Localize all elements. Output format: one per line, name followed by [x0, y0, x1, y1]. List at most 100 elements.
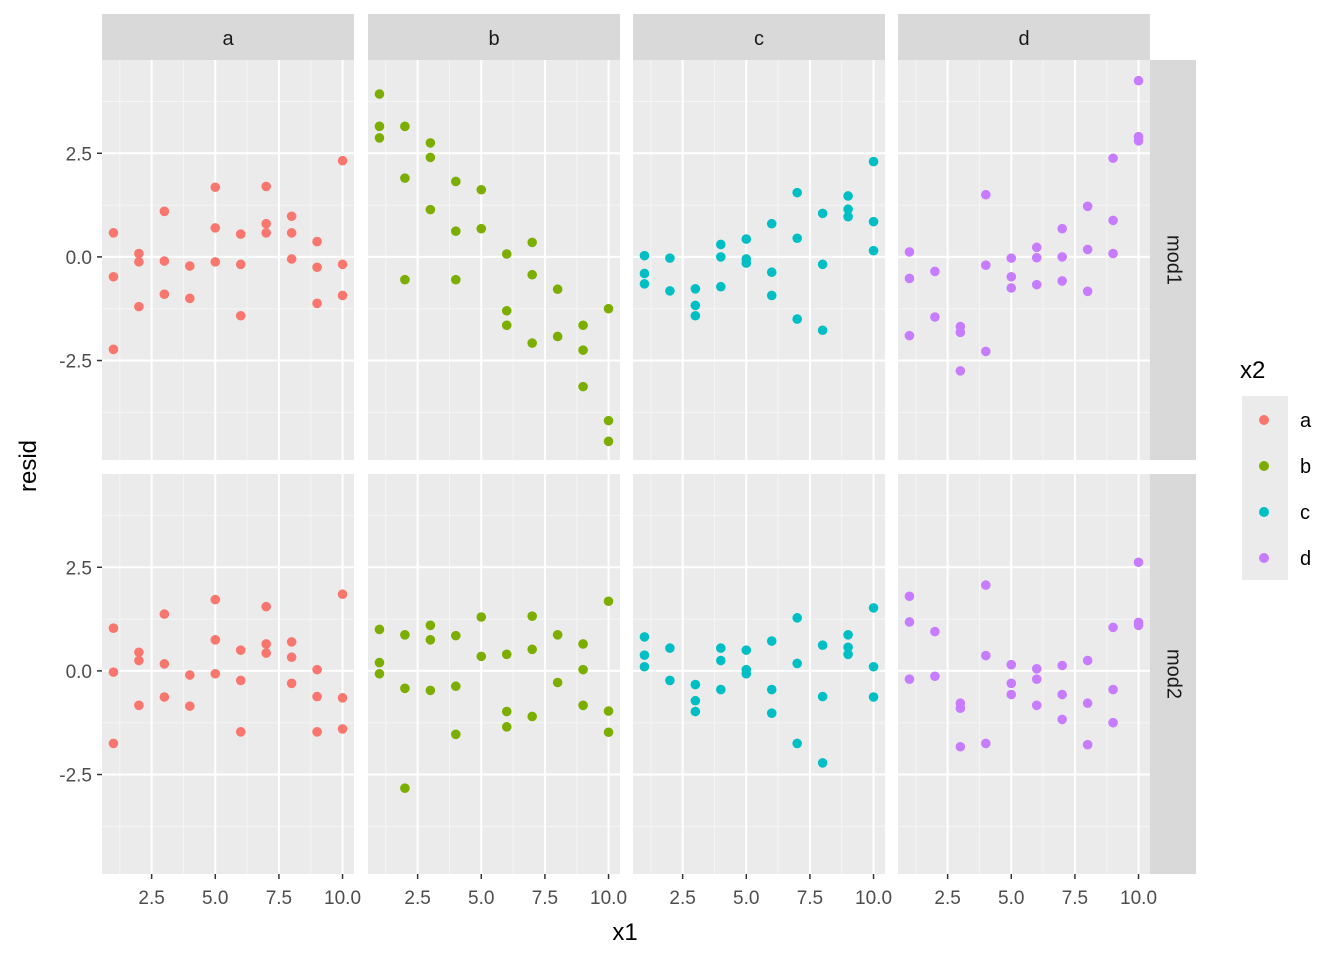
- x-tick-label: 2.5: [138, 888, 164, 909]
- data-point: [868, 156, 879, 167]
- legend-label-c: c: [1300, 502, 1310, 524]
- data-point: [261, 648, 271, 658]
- data-point: [286, 637, 297, 647]
- data-point: [981, 738, 991, 749]
- data-point: [400, 274, 410, 285]
- panel-background: [633, 474, 885, 874]
- data-point: [955, 366, 966, 376]
- data-point: [501, 649, 512, 660]
- data-point: [955, 703, 966, 713]
- data-point: [312, 262, 322, 273]
- data-point: [312, 727, 322, 737]
- data-point: [603, 415, 614, 426]
- panel-mod2-d: [898, 474, 1150, 874]
- data-point: [108, 623, 119, 633]
- data-point: [400, 173, 410, 183]
- data-point: [639, 632, 650, 642]
- legend-title: x2: [1240, 357, 1265, 384]
- data-point: [639, 268, 650, 279]
- panel-background: [368, 60, 620, 460]
- data-point: [981, 580, 991, 590]
- data-point: [134, 257, 144, 267]
- data-point: [817, 640, 828, 650]
- strip-label-d: d: [1018, 28, 1029, 50]
- data-point: [792, 613, 802, 623]
- data-point: [904, 591, 915, 602]
- panel-background: [633, 60, 885, 460]
- x-tick-label: 7.5: [266, 888, 292, 909]
- panels-layer: a b c d mod1 mod2: [102, 14, 1196, 874]
- data-point: [1031, 674, 1042, 684]
- data-point: [1057, 689, 1067, 700]
- data-point: [578, 320, 588, 331]
- data-point: [374, 657, 385, 668]
- panel-mod1-b: [368, 60, 620, 460]
- strip-mod1: [1150, 60, 1196, 460]
- data-point: [400, 783, 410, 793]
- data-point: [261, 601, 271, 612]
- x-tick-label: 7.5: [532, 888, 558, 909]
- data-point: [108, 738, 119, 749]
- data-point: [552, 630, 563, 640]
- data-point: [817, 758, 828, 768]
- data-point: [374, 624, 385, 635]
- data-point: [578, 700, 588, 711]
- data-point: [425, 685, 436, 696]
- data-point: [1133, 557, 1144, 568]
- data-point: [337, 290, 348, 301]
- data-point: [843, 204, 853, 215]
- data-point: [286, 254, 297, 264]
- legend-label-b: b: [1300, 456, 1311, 478]
- data-point: [639, 250, 650, 261]
- data-point: [425, 620, 436, 631]
- data-point: [1108, 215, 1118, 226]
- data-point: [210, 635, 221, 645]
- data-point: [1057, 714, 1067, 725]
- strip-label-mod1: mod1: [1163, 235, 1185, 285]
- data-point: [185, 261, 195, 271]
- legend: x2 a b c d: [1240, 357, 1312, 580]
- data-point: [1031, 279, 1042, 290]
- data-point: [716, 252, 726, 262]
- data-point: [766, 290, 777, 301]
- data-point: [108, 344, 119, 355]
- data-point: [425, 138, 436, 148]
- data-point: [1082, 201, 1093, 212]
- data-point: [981, 346, 991, 357]
- data-point: [1108, 622, 1118, 633]
- strip-label-b: b: [488, 28, 499, 50]
- data-point: [603, 596, 614, 607]
- data-point: [690, 679, 701, 690]
- data-point: [716, 684, 726, 695]
- data-point: [1006, 271, 1017, 282]
- data-point: [159, 256, 170, 266]
- x-tick-label: 5.0: [468, 888, 494, 909]
- data-point: [578, 639, 588, 649]
- panel-mod1-a: [102, 60, 354, 460]
- data-point: [868, 661, 879, 672]
- data-point: [792, 314, 802, 324]
- data-point: [210, 594, 221, 605]
- x-tick-label: 10.0: [590, 888, 627, 909]
- data-point: [578, 345, 588, 355]
- legend-key-a: [1259, 415, 1269, 425]
- data-point: [843, 649, 853, 660]
- data-point: [451, 630, 461, 641]
- data-point: [527, 237, 537, 248]
- data-point: [578, 381, 588, 392]
- data-point: [552, 331, 563, 342]
- data-point: [690, 284, 701, 294]
- data-point: [868, 245, 879, 256]
- data-point: [552, 284, 563, 295]
- data-point: [930, 671, 940, 682]
- data-point: [665, 286, 675, 296]
- data-point: [451, 274, 461, 285]
- data-point: [904, 617, 915, 627]
- x-tick-label: 10.0: [855, 888, 892, 909]
- data-point: [603, 706, 614, 716]
- panel-background: [102, 60, 354, 460]
- data-point: [476, 612, 487, 622]
- data-point: [451, 226, 461, 236]
- data-point: [716, 643, 726, 653]
- data-point: [843, 630, 853, 640]
